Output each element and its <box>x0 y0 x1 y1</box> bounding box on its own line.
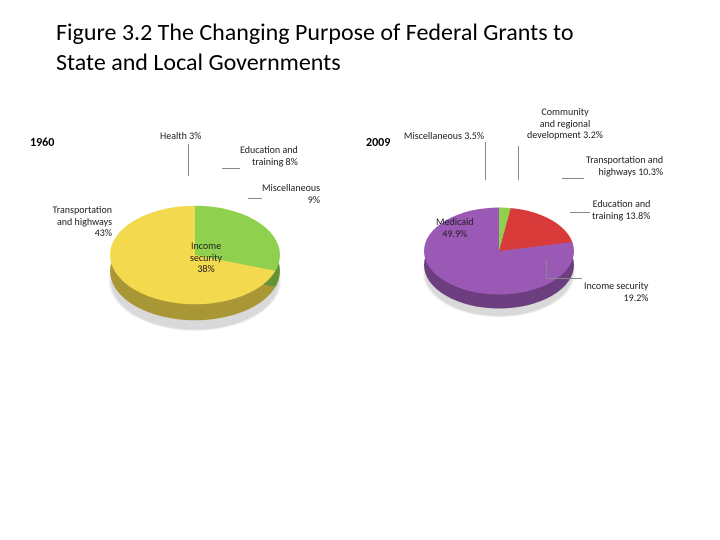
label-misc2: Miscellaneous 3.5% <box>388 130 484 142</box>
label-education: Education andtraining 8% <box>240 144 298 167</box>
label-health: Health 3% <box>160 130 201 142</box>
label-community: Communityand regionaldevelopment 3.2% <box>510 106 620 141</box>
label-transport: Transportationand highways43% <box>22 204 112 239</box>
label-income2: Income security19.2% <box>584 280 648 303</box>
year-label-1960: 1960 <box>30 136 54 150</box>
chart-1960: 1960 Health 3% Education andtraining 8% … <box>30 130 380 430</box>
label-medicaid: Medicaid49.9% <box>436 216 474 239</box>
figure-title: Figure 3.2 The Changing Purpose of Feder… <box>56 18 616 78</box>
year-label-2009: 2009 <box>366 136 390 150</box>
chart-2009: 2009 Miscellaneous 3.5% Communityand reg… <box>370 130 720 430</box>
label-education2: Education andtraining 13.8% <box>592 198 650 221</box>
label-misc: Miscellaneous9% <box>262 182 320 205</box>
label-transport2: Transportation andhighways 10.3% <box>586 154 663 177</box>
label-income: Incomesecurity38% <box>190 240 222 275</box>
charts-region: 1960 Health 3% Education andtraining 8% … <box>0 130 720 470</box>
pie-2009 <box>424 176 574 340</box>
